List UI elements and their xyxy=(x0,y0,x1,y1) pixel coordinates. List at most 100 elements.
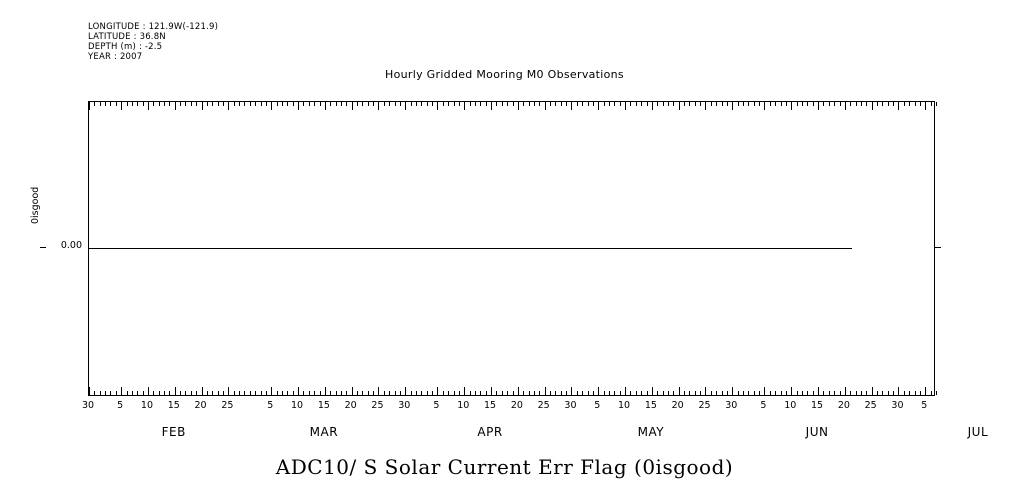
x-major-tick-top xyxy=(89,102,90,110)
y-tick-label: 0.00 xyxy=(60,240,82,251)
x-minor-tick xyxy=(292,391,294,395)
x-major-tick-top xyxy=(121,102,123,110)
x-minor-tick-top xyxy=(700,102,702,106)
x-minor-tick-top xyxy=(560,102,562,106)
x-tick-label: 25 xyxy=(371,400,384,411)
x-tick-label: 15 xyxy=(484,400,497,411)
x-tick-label: 25 xyxy=(537,400,550,411)
x-major-tick xyxy=(544,387,546,395)
x-minor-tick xyxy=(217,391,219,395)
x-minor-tick xyxy=(94,391,96,395)
x-minor-tick-top xyxy=(131,102,133,106)
x-major-tick xyxy=(732,387,734,395)
x-tick-label: 10 xyxy=(457,400,470,411)
x-major-tick xyxy=(201,387,203,395)
x-minor-tick-top xyxy=(587,102,589,106)
month-label: MAR xyxy=(309,425,339,439)
x-major-tick xyxy=(298,387,300,395)
x-minor-tick xyxy=(260,391,262,395)
x-minor-tick-top xyxy=(260,102,262,106)
x-minor-tick xyxy=(496,391,498,395)
x-minor-tick xyxy=(785,391,787,395)
x-minor-tick xyxy=(469,391,471,395)
x-minor-tick xyxy=(164,391,166,395)
x-minor-tick xyxy=(512,391,514,395)
x-minor-tick-top xyxy=(839,102,841,106)
x-minor-tick xyxy=(453,391,455,395)
y-tick-mark xyxy=(40,247,46,248)
x-minor-tick-top xyxy=(105,102,107,106)
x-minor-tick xyxy=(550,391,552,395)
x-minor-tick-top xyxy=(866,102,868,106)
x-tick-label: 30 xyxy=(891,400,904,411)
x-minor-tick-top xyxy=(137,102,139,106)
x-minor-tick-top xyxy=(592,102,594,106)
x-major-tick xyxy=(351,387,353,395)
x-minor-tick-top xyxy=(796,102,798,106)
x-major-tick-top xyxy=(678,102,680,110)
x-minor-tick xyxy=(635,391,637,395)
x-minor-tick xyxy=(485,391,487,395)
x-minor-tick xyxy=(153,391,155,395)
x-minor-tick-top xyxy=(421,102,423,106)
x-minor-tick-top xyxy=(196,102,198,106)
x-tick-label: 25 xyxy=(864,400,877,411)
x-tick-label: 30 xyxy=(564,400,577,411)
x-major-tick xyxy=(844,387,846,395)
x-major-tick-top xyxy=(437,102,439,110)
x-minor-tick xyxy=(346,391,348,395)
x-minor-tick-top xyxy=(582,102,584,106)
x-minor-tick-top xyxy=(496,102,498,106)
x-minor-tick xyxy=(389,391,391,395)
x-minor-tick xyxy=(426,391,428,395)
x-minor-tick-top xyxy=(801,102,803,106)
x-minor-tick xyxy=(115,391,117,395)
x-minor-tick-top xyxy=(281,102,283,106)
x-minor-tick-top xyxy=(893,102,895,106)
x-minor-tick-top xyxy=(158,102,160,106)
x-minor-tick xyxy=(710,391,712,395)
x-minor-tick-top xyxy=(410,102,412,106)
x-minor-tick-top xyxy=(239,102,241,106)
x-minor-tick-top xyxy=(726,102,728,106)
x-major-tick xyxy=(378,387,380,395)
x-minor-tick-top xyxy=(930,102,932,106)
x-tick-label: 20 xyxy=(194,400,207,411)
x-minor-tick xyxy=(137,391,139,395)
chart-title: Hourly Gridded Mooring M0 Observations xyxy=(385,68,624,81)
x-minor-tick-top xyxy=(914,102,916,106)
x-major-tick-top xyxy=(228,102,230,110)
x-minor-tick-top xyxy=(330,102,332,106)
x-minor-tick-top xyxy=(533,102,535,106)
x-minor-tick-top xyxy=(394,102,396,106)
x-minor-tick-top xyxy=(164,102,166,106)
x-minor-tick xyxy=(131,391,133,395)
x-minor-tick-top xyxy=(99,102,101,106)
x-minor-tick xyxy=(608,391,610,395)
x-major-tick-top xyxy=(705,102,707,110)
x-minor-tick xyxy=(507,391,509,395)
x-minor-tick xyxy=(287,391,289,395)
x-minor-tick-top xyxy=(126,102,128,106)
x-minor-tick-top xyxy=(265,102,267,106)
x-minor-tick xyxy=(882,391,884,395)
x-minor-tick-top xyxy=(480,102,482,106)
x-minor-tick-top xyxy=(785,102,787,106)
x-minor-tick xyxy=(126,391,128,395)
x-minor-tick-top xyxy=(635,102,637,106)
x-minor-tick-top xyxy=(936,102,937,106)
x-major-tick xyxy=(271,387,273,395)
x-minor-tick xyxy=(458,391,460,395)
x-minor-tick xyxy=(410,391,412,395)
x-major-tick xyxy=(871,387,873,395)
x-minor-tick-top xyxy=(276,102,278,106)
x-minor-tick xyxy=(689,391,691,395)
x-minor-tick-top xyxy=(244,102,246,106)
x-minor-tick xyxy=(839,391,841,395)
x-major-tick xyxy=(324,387,326,395)
x-minor-tick xyxy=(641,391,643,395)
x-minor-tick-top xyxy=(748,102,750,106)
x-minor-tick xyxy=(914,391,916,395)
x-minor-tick-top xyxy=(576,102,578,106)
x-minor-tick xyxy=(775,391,777,395)
